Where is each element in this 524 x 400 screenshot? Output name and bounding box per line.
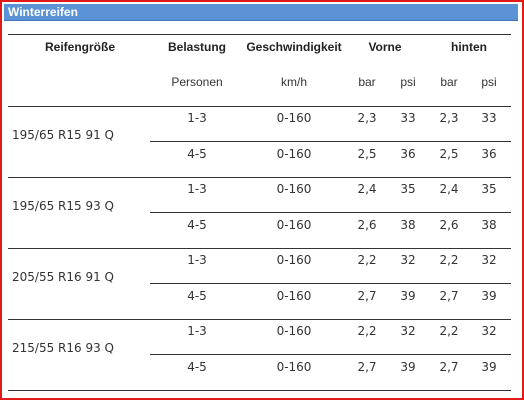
table-cell-personen: 1-3 <box>187 253 207 267</box>
header-hinten: hinten <box>451 40 487 54</box>
table-cell-hinten-bar: 2,5 <box>439 147 459 161</box>
header-vorne: Vorne <box>368 40 402 54</box>
table-cell-hinten-psi: 36 <box>481 147 497 161</box>
table-cell-vorne-bar: 2,5 <box>357 147 377 161</box>
table-cell-vorne-bar: 2,4 <box>357 182 377 196</box>
table-cell-hinten-psi: 32 <box>481 253 497 267</box>
table-cell-hinten-bar: 2,7 <box>439 360 459 374</box>
table-bottom-rule <box>8 390 511 391</box>
subheader-kmh: km/h <box>280 75 307 89</box>
tire-size: 215/55 R16 93 Q <box>12 341 114 355</box>
group-rule <box>8 177 511 178</box>
table-cell-hinten-bar: 2,2 <box>439 324 459 338</box>
header-geschwindigkeit: Geschwindigkeit <box>246 40 342 54</box>
table-cell-hinten-bar: 2,7 <box>439 289 459 303</box>
table-cell-personen: 4-5 <box>187 289 207 303</box>
subheader-hinten-bar: bar <box>440 75 458 89</box>
tire-size: 195/65 R15 93 Q <box>12 199 114 213</box>
table-cell-personen: 1-3 <box>187 182 207 196</box>
subheader-personen: Personen <box>171 75 223 89</box>
header-reifengroesse: Reifengröße <box>44 40 115 54</box>
table-cell-hinten-psi: 39 <box>481 289 497 303</box>
table-cell-hinten-psi: 38 <box>481 218 497 232</box>
header-belastung: Belastung <box>167 40 226 54</box>
table-cell-vorne-psi: 38 <box>400 218 416 232</box>
table-cell-vorne-psi: 32 <box>400 324 416 338</box>
section-title-bar: Winterreifen <box>4 4 518 21</box>
table-cell-hinten-bar: 2,6 <box>439 218 459 232</box>
subheader-vorne-psi: psi <box>400 75 416 89</box>
table-cell-hinten-psi: 35 <box>481 182 497 196</box>
group-rule <box>8 106 511 107</box>
table-cell-vorne-psi: 36 <box>400 147 416 161</box>
table-cell-hinten-psi: 33 <box>481 111 497 125</box>
group-rule <box>8 319 511 320</box>
table-cell-vorne-bar: 2,2 <box>357 253 377 267</box>
table-cell-vorne-psi: 39 <box>400 289 416 303</box>
table-cell-speed: 0-160 <box>276 253 312 267</box>
table-cell-personen: 1-3 <box>187 324 207 338</box>
table-top-rule <box>8 34 511 35</box>
table-cell-vorne-psi: 35 <box>400 182 416 196</box>
table-cell-hinten-psi: 39 <box>481 360 497 374</box>
table-cell-speed: 0-160 <box>276 182 312 196</box>
row-rule <box>150 212 511 213</box>
table-cell-vorne-bar: 2,3 <box>357 111 377 125</box>
table-cell-vorne-psi: 33 <box>400 111 416 125</box>
table-cell-hinten-bar: 2,4 <box>439 182 459 196</box>
table-cell-personen: 1-3 <box>187 111 207 125</box>
subheader-vorne-bar: bar <box>358 75 376 89</box>
table-cell-speed: 0-160 <box>276 147 312 161</box>
table-cell-vorne-bar: 2,7 <box>357 289 377 303</box>
subheader-hinten-psi: psi <box>481 75 497 89</box>
section-title: Winterreifen <box>8 5 78 19</box>
table-cell-vorne-bar: 2,7 <box>357 360 377 374</box>
table-cell-vorne-bar: 2,2 <box>357 324 377 338</box>
table-cell-personen: 4-5 <box>187 147 207 161</box>
table-cell-speed: 0-160 <box>276 324 312 338</box>
tire-size: 205/55 R16 91 Q <box>12 270 114 284</box>
table-cell-personen: 4-5 <box>187 218 207 232</box>
table-cell-vorne-bar: 2,6 <box>357 218 377 232</box>
row-rule <box>150 354 511 355</box>
table-cell-vorne-psi: 39 <box>400 360 416 374</box>
group-rule <box>8 248 511 249</box>
table-cell-hinten-bar: 2,2 <box>439 253 459 267</box>
table-cell-speed: 0-160 <box>276 111 312 125</box>
table-cell-hinten-bar: 2,3 <box>439 111 459 125</box>
table-cell-vorne-psi: 32 <box>400 253 416 267</box>
table-cell-speed: 0-160 <box>276 218 312 232</box>
row-rule <box>150 141 511 142</box>
table-cell-speed: 0-160 <box>276 289 312 303</box>
row-rule <box>150 283 511 284</box>
table-cell-personen: 4-5 <box>187 360 207 374</box>
table-cell-hinten-psi: 32 <box>481 324 497 338</box>
table-cell-speed: 0-160 <box>276 360 312 374</box>
tire-size: 195/65 R15 91 Q <box>12 128 114 142</box>
